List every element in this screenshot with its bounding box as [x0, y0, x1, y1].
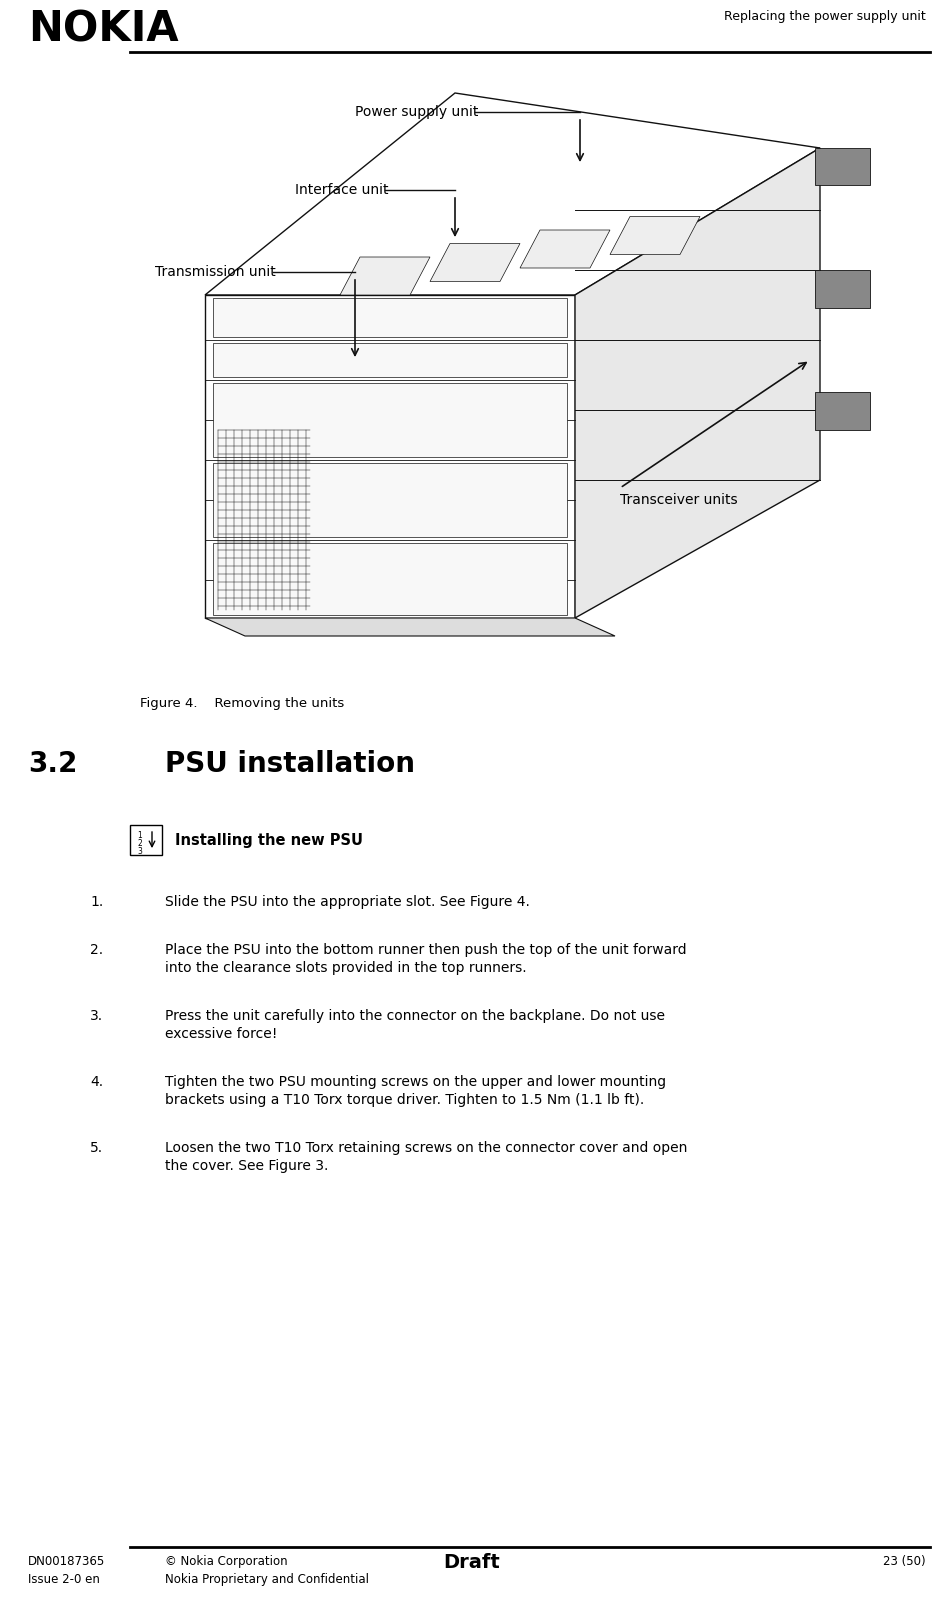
Text: Press the unit carefully into the connector on the backplane. Do not use: Press the unit carefully into the connec…: [165, 1009, 665, 1024]
Polygon shape: [340, 257, 430, 295]
Polygon shape: [213, 463, 567, 537]
Text: Slide the PSU into the appropriate slot. See Figure 4.: Slide the PSU into the appropriate slot.…: [165, 894, 530, 909]
Polygon shape: [575, 149, 820, 618]
Polygon shape: [520, 230, 610, 268]
Text: 3: 3: [138, 846, 143, 856]
FancyBboxPatch shape: [130, 826, 162, 854]
Text: Transceiver units: Transceiver units: [620, 493, 737, 506]
Polygon shape: [205, 93, 820, 295]
Text: Replacing the power supply unit: Replacing the power supply unit: [724, 10, 926, 22]
Text: Issue 2-0 en: Issue 2-0 en: [28, 1573, 100, 1586]
Text: Installing the new PSU: Installing the new PSU: [175, 834, 363, 848]
Text: excessive force!: excessive force!: [165, 1027, 278, 1041]
Text: Interface unit: Interface unit: [295, 184, 389, 196]
Polygon shape: [205, 618, 615, 636]
Text: into the clearance slots provided in the top runners.: into the clearance slots provided in the…: [165, 961, 527, 976]
Text: 5.: 5.: [90, 1140, 103, 1155]
Polygon shape: [815, 270, 870, 308]
Polygon shape: [610, 217, 700, 254]
Text: Tighten the two PSU mounting screws on the upper and lower mounting: Tighten the two PSU mounting screws on t…: [165, 1075, 666, 1089]
Text: brackets using a T10 Torx torque driver. Tighten to 1.5 Nm (1.1 lb ft).: brackets using a T10 Torx torque driver.…: [165, 1092, 644, 1107]
Polygon shape: [205, 295, 575, 618]
Text: PSU installation: PSU installation: [165, 751, 415, 778]
Polygon shape: [213, 299, 567, 337]
Text: 1: 1: [138, 830, 143, 840]
Text: 3.2: 3.2: [28, 751, 77, 778]
Text: © Nokia Corporation: © Nokia Corporation: [165, 1555, 288, 1568]
Polygon shape: [213, 343, 567, 377]
Polygon shape: [815, 149, 870, 185]
Text: the cover. See Figure 3.: the cover. See Figure 3.: [165, 1159, 329, 1174]
Text: Draft: Draft: [444, 1552, 500, 1571]
Text: 23 (50): 23 (50): [884, 1555, 926, 1568]
Polygon shape: [213, 383, 567, 457]
Text: Loosen the two T10 Torx retaining screws on the connector cover and open: Loosen the two T10 Torx retaining screws…: [165, 1140, 687, 1155]
Text: 3.: 3.: [90, 1009, 103, 1024]
Polygon shape: [430, 243, 520, 281]
Text: Figure 4.    Removing the units: Figure 4. Removing the units: [140, 696, 345, 711]
Polygon shape: [815, 391, 870, 430]
Text: 4.: 4.: [90, 1075, 103, 1089]
Text: 2: 2: [138, 838, 143, 848]
Polygon shape: [213, 543, 567, 615]
Text: 1.: 1.: [90, 894, 103, 909]
Text: 2.: 2.: [90, 942, 103, 957]
Text: Power supply unit: Power supply unit: [355, 105, 479, 120]
Text: Nokia Proprietary and Confidential: Nokia Proprietary and Confidential: [165, 1573, 369, 1586]
Text: NOKIA: NOKIA: [28, 8, 178, 50]
Text: DN00187365: DN00187365: [28, 1555, 105, 1568]
Text: Transmission unit: Transmission unit: [155, 265, 276, 279]
Text: Place the PSU into the bottom runner then push the top of the unit forward: Place the PSU into the bottom runner the…: [165, 942, 686, 957]
